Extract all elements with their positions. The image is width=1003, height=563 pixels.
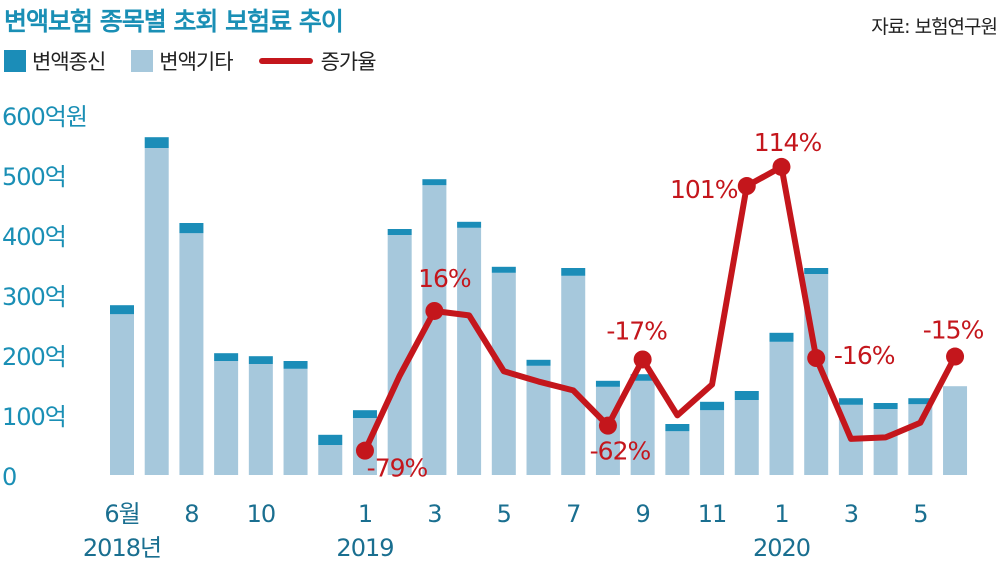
bar-whole-life xyxy=(491,266,516,273)
source-note: 자료: 보험연구원 xyxy=(871,16,998,38)
bar-whole-life xyxy=(387,229,412,235)
y-tick-label: 200억 xyxy=(2,343,66,371)
bar-whole-life xyxy=(734,391,759,400)
x-tick-label: 6월 xyxy=(104,500,139,528)
growth-marker xyxy=(772,157,791,176)
growth-data-label: -62% xyxy=(590,437,651,466)
bar-other xyxy=(283,368,308,475)
bar-other xyxy=(734,400,759,475)
growth-data-label: -15% xyxy=(923,316,984,345)
bar-other xyxy=(214,361,239,475)
growth-marker xyxy=(633,350,652,369)
legend-swatch-other xyxy=(131,50,154,72)
bar-whole-life xyxy=(908,398,933,405)
growth-marker xyxy=(425,301,444,320)
bar-whole-life xyxy=(248,356,273,364)
bar-other xyxy=(873,409,898,475)
bar-other xyxy=(908,404,933,475)
bar-other xyxy=(561,275,586,475)
x-tick-label: 5 xyxy=(497,500,511,528)
bar-whole-life xyxy=(422,179,447,186)
bar-other xyxy=(110,314,134,475)
bar-other xyxy=(179,233,204,475)
bar-whole-life xyxy=(283,361,308,369)
y-tick-label: 0 xyxy=(2,463,16,491)
bar-whole-life xyxy=(595,380,620,387)
legend: 변액종신 변액기타 증가율 xyxy=(4,46,402,76)
x-tick-label: 10 xyxy=(247,500,276,528)
x-tick-label: 8 xyxy=(184,500,198,528)
bar-other xyxy=(943,386,968,475)
growth-data-label: -17% xyxy=(606,316,667,345)
bar-whole-life xyxy=(873,403,898,409)
bar-other xyxy=(665,431,690,475)
growth-marker xyxy=(807,349,826,368)
x-tick-label: 1 xyxy=(774,500,788,528)
x-tick-year: 2019 xyxy=(336,534,393,562)
x-tick-label: 5 xyxy=(913,500,927,528)
x-tick-label: 9 xyxy=(636,500,650,528)
bar-other xyxy=(144,148,169,475)
bar-whole-life xyxy=(630,374,655,381)
x-tick-label: 1 xyxy=(358,500,372,528)
growth-marker xyxy=(946,347,965,366)
growth-data-label: 16% xyxy=(418,264,471,293)
bar-whole-life xyxy=(144,137,169,148)
bar-other xyxy=(700,410,725,475)
legend-line-growth xyxy=(258,58,313,64)
bar-whole-life xyxy=(769,332,794,342)
bar-other xyxy=(457,227,482,475)
bar-whole-life xyxy=(179,223,204,234)
y-tick-label: 500억 xyxy=(2,163,66,191)
legend-label: 증가율 xyxy=(320,50,377,74)
legend-label: 변액기타 xyxy=(159,50,233,74)
legend-item-whole-life: 변액종신 xyxy=(4,46,106,76)
bar-whole-life xyxy=(838,398,863,405)
chart-title: 변액보험 종목별 초회 보험료 추이 xyxy=(4,7,344,36)
x-tick-label: 3 xyxy=(844,500,858,528)
bar-whole-life xyxy=(352,410,377,418)
growth-line xyxy=(362,163,958,452)
legend-item-other: 변액기타 xyxy=(131,46,234,76)
bar-other xyxy=(318,445,343,475)
bar-whole-life xyxy=(665,424,690,432)
y-tick-label: 300억 xyxy=(2,283,66,311)
growth-marker xyxy=(598,416,617,435)
bar-whole-life xyxy=(318,434,343,445)
bar-whole-life xyxy=(561,268,586,276)
bar-whole-life xyxy=(700,401,725,411)
growth-data-label: 114% xyxy=(754,128,822,157)
y-tick-label: 100억 xyxy=(2,403,66,431)
x-tick-label: 7 xyxy=(566,500,580,528)
y-tick-label: 600억원 xyxy=(2,103,87,131)
bar-other xyxy=(248,364,273,475)
x-tick-label: 11 xyxy=(698,500,727,528)
bar-whole-life xyxy=(110,305,134,315)
bar-whole-life xyxy=(457,221,482,228)
legend-swatch-whole-life xyxy=(4,50,26,72)
growth-data-label: 101% xyxy=(670,175,738,204)
growth-marker xyxy=(737,177,756,196)
x-tick-year: 2018년 xyxy=(83,534,161,562)
legend-item-growth: 증가율 xyxy=(258,46,377,76)
legend-label: 변액종신 xyxy=(32,50,106,74)
x-tick-year: 2020 xyxy=(753,534,810,562)
growth-marker xyxy=(355,441,374,460)
growth-data-label: -16% xyxy=(834,341,895,370)
bar-other xyxy=(769,341,794,475)
y-tick-label: 400억 xyxy=(2,223,66,251)
bar-whole-life xyxy=(804,268,829,274)
bar-whole-life xyxy=(214,353,239,361)
bar-whole-life xyxy=(526,359,551,366)
bar-other xyxy=(630,380,655,475)
growth-data-label: -79% xyxy=(367,454,428,483)
x-tick-label: 3 xyxy=(427,500,441,528)
